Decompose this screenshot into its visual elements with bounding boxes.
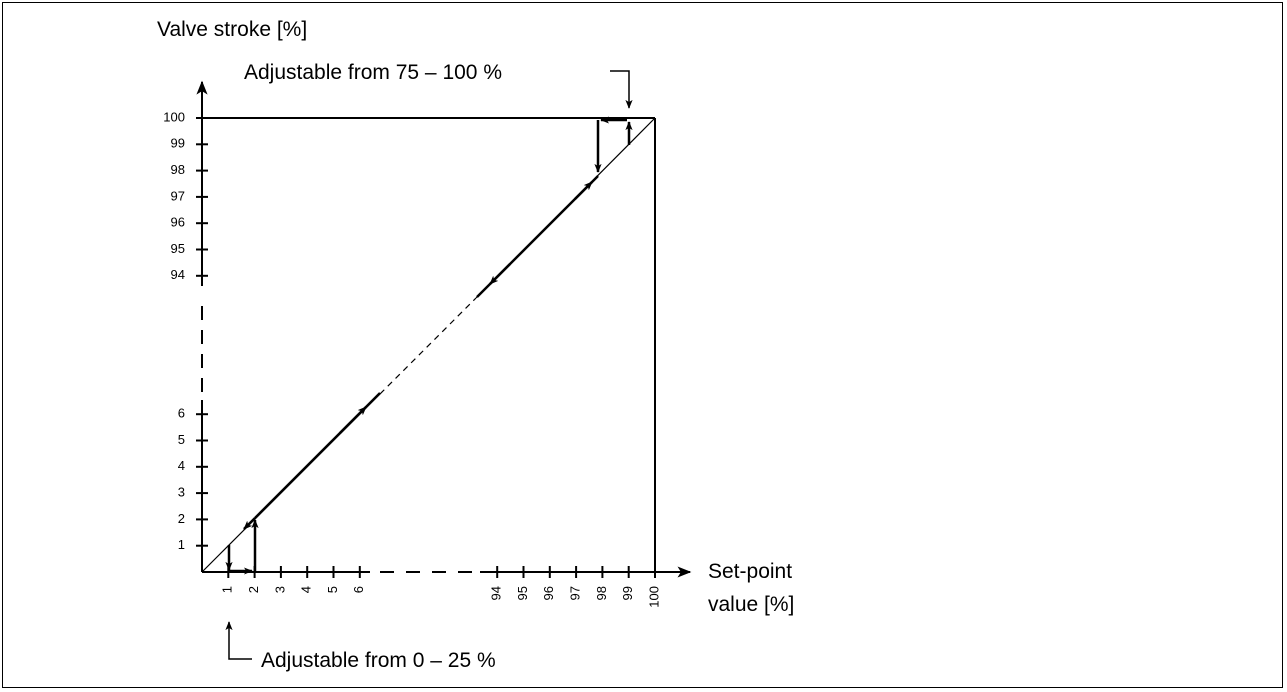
high-end-hysteresis <box>594 116 633 173</box>
y-axis-title: Valve stroke [%] <box>157 18 307 41</box>
x-tick-label-6: 6 <box>351 586 366 593</box>
low-end-hysteresis <box>225 519 259 575</box>
y-tick-label-6: 6 <box>178 406 185 421</box>
x-tick-label-1: 1 <box>220 586 235 593</box>
x-tick-label-95: 95 <box>515 586 530 600</box>
x-tick-label-94: 94 <box>489 586 504 600</box>
y-tick-label-97: 97 <box>171 188 185 203</box>
x-tick-label-5: 5 <box>325 586 340 593</box>
limit-lines <box>202 117 656 572</box>
x-tick-label-2: 2 <box>246 586 261 593</box>
y-ticks: 1 2 3 4 5 6 94 95 96 97 98 99 100 <box>163 109 208 552</box>
x-tick-label-4: 4 <box>299 586 314 593</box>
x-axis-title-line1: Set-point <box>708 560 792 583</box>
y-tick-label-96: 96 <box>171 215 185 230</box>
annotation-bottom-text: Adjustable from 0 – 25 % <box>261 649 496 672</box>
y-tick-label-95: 95 <box>171 241 185 256</box>
x-tick-label-3: 3 <box>272 586 287 593</box>
y-tick-label-1: 1 <box>178 537 185 552</box>
y-tick-label-99: 99 <box>171 136 185 151</box>
annotation-top: Adjustable from 75 – 100 % <box>244 61 633 109</box>
y-tick-label-94: 94 <box>171 267 185 282</box>
y-tick-label-98: 98 <box>171 162 185 177</box>
characteristic-curve <box>243 175 599 530</box>
x-tick-label-100: 100 <box>646 586 661 608</box>
y-tick-label-5: 5 <box>178 432 185 447</box>
annotation-top-text: Adjustable from 75 – 100 % <box>244 61 502 84</box>
x-tick-label-98: 98 <box>594 586 609 600</box>
y-tick-label-100: 100 <box>163 109 185 124</box>
x-axis-title-line2: value [%] <box>708 593 794 616</box>
y-tick-label-4: 4 <box>178 458 185 473</box>
annotation-bottom: Adjustable from 0 – 25 % <box>225 621 496 672</box>
y-tick-label-2: 2 <box>178 511 185 526</box>
x-tick-label-97: 97 <box>568 586 583 600</box>
x-tick-label-96: 96 <box>541 586 556 600</box>
y-tick-label-3: 3 <box>178 485 185 500</box>
x-tick-label-99: 99 <box>620 586 635 600</box>
